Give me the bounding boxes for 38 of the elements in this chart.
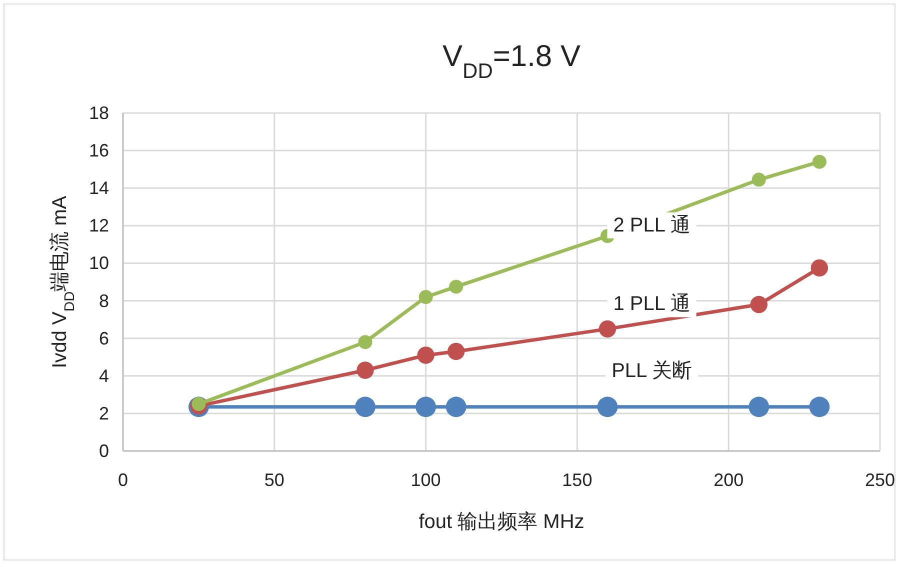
point [812,154,826,169]
point [449,280,464,294]
point [810,259,828,277]
point [748,396,770,418]
chart-title: V$_{DD}$=1.8 V [442,40,580,82]
point [809,396,830,418]
y-tick-label: 0 [98,441,109,461]
point [356,362,374,379]
y-tick-label: 10 [88,253,109,274]
series-label: 1 PLL 通 [613,293,690,316]
x-tick-label: 50 [264,470,284,490]
x-tick-label: 0 [118,470,128,490]
y-tick-label: 6 [98,328,109,348]
point [355,396,376,418]
y-tick-label: 4 [98,366,109,386]
point [446,396,466,418]
series-label: PLL 关断 [612,360,692,382]
x-axis-title: fout 输出频率 MHz [418,511,584,533]
point [418,290,433,304]
point [447,342,465,360]
y-tick-label: 12 [88,216,109,236]
point [752,172,766,187]
point [416,396,436,418]
y-tick-label: 16 [88,140,109,161]
x-tick-label: 150 [562,470,592,490]
series-label: 2 PLL 通 [613,214,690,236]
x-tick-label: 250 [864,470,896,490]
y-tick-label: 18 [88,103,109,123]
x-tick-label: 200 [714,470,744,490]
point [597,396,618,418]
point [750,296,768,314]
point [358,335,372,350]
point [417,346,434,364]
y-tick-label: 8 [98,290,109,311]
y-tick-label: 2 [98,403,109,424]
point [598,320,616,338]
y-tick-label: 14 [88,178,109,198]
x-tick-label: 100 [410,470,441,490]
